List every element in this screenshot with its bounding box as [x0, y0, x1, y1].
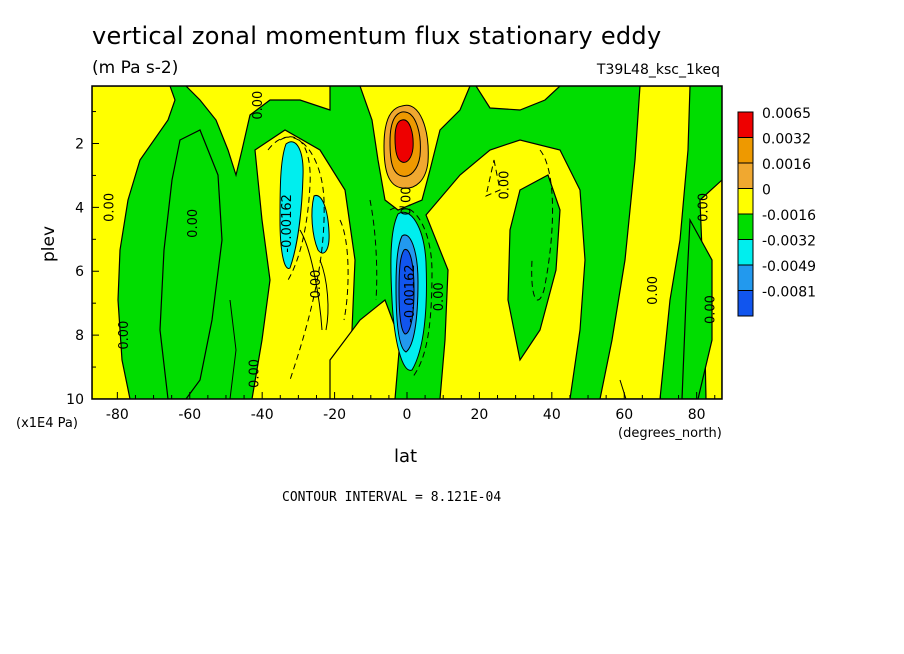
- y-tick-label: 8: [75, 328, 84, 344]
- legend-label: -0.0081: [762, 285, 816, 301]
- legend-swatch: [737, 239, 754, 266]
- dashed-contours: [267, 136, 554, 381]
- contour-interval: CONTOUR INTERVAL = 8.121E-04: [282, 490, 502, 505]
- x-tick-label: 60: [615, 407, 633, 423]
- legend-label: -0.0016: [762, 208, 816, 224]
- contour-label: 0.00: [646, 276, 661, 305]
- chart-units: (m Pa s-2): [92, 58, 179, 78]
- x-tick-label: 0: [403, 407, 412, 423]
- plot-area: [92, 86, 722, 399]
- color-legend: 0.0065 0.0032 0.0016 0 -0.0016 -0.0032 -0.0049…: [737, 106, 816, 317]
- x-axis: -80 -60 -40 -20 0 20 40 60 80: [106, 392, 716, 423]
- x-tick-label: 20: [470, 407, 488, 423]
- chart-title: vertical zonal momentum flux stationary …: [92, 22, 662, 50]
- x-tick-label: 80: [688, 407, 706, 423]
- contour-label: -0.00162: [280, 194, 295, 252]
- legend-swatch: [737, 290, 754, 317]
- legend-label: 0.0016: [762, 157, 811, 173]
- y-tick-label: 2: [75, 136, 84, 152]
- legend-label: 0.0032: [762, 132, 811, 148]
- contour-label: 0.00: [432, 282, 447, 311]
- x-tick-label: -80: [106, 407, 129, 423]
- contour-labels: 0.00 0.00 0.00 -0.00162 0.00 0.00 0.00 0.00 -0.0…: [103, 91, 719, 388]
- negative-small-regions: [159, 129, 713, 399]
- solid-contours: [229, 229, 627, 399]
- contour-label: 0.00: [248, 359, 263, 388]
- contour-label: -0.00162: [403, 264, 418, 322]
- y-axis-units: (x1E4 Pa): [16, 416, 78, 431]
- legend-swatch: [737, 264, 754, 291]
- legend-swatch: [737, 213, 754, 240]
- x-axis-units: (degrees_north): [618, 426, 722, 441]
- legend-label: -0.0049: [762, 259, 816, 275]
- x-tick-label: 40: [543, 407, 561, 423]
- y-tick-label: 10: [66, 392, 84, 408]
- contour-label: 0.00: [117, 321, 132, 350]
- contour-label: 0.00: [186, 209, 201, 238]
- y-tick-label: 6: [75, 264, 84, 280]
- y-axis-label: plev: [39, 226, 59, 262]
- contour-label: 0.00: [400, 187, 415, 216]
- legend-swatch: [737, 111, 754, 138]
- contour-label: 0.00: [251, 91, 266, 120]
- legend-swatch: [737, 137, 754, 164]
- contour-label: 0.00: [103, 193, 118, 222]
- positive-core: [383, 104, 429, 189]
- legend-label: -0.0032: [762, 234, 816, 250]
- legend-swatch: [737, 162, 754, 189]
- contour-label: 0.00: [704, 295, 719, 324]
- contour-label: 0.00: [697, 193, 712, 222]
- x-axis-label: lat: [394, 446, 418, 467]
- x-tick-label: -60: [178, 407, 201, 423]
- contour-label: 0.00: [309, 270, 324, 299]
- y-axis: 2 4 6 8 10: [66, 111, 99, 408]
- x-tick-label: -20: [323, 407, 346, 423]
- y-tick-label: 4: [75, 200, 84, 216]
- legend-swatch: [737, 188, 754, 215]
- legend-label: 0.0065: [762, 106, 811, 122]
- contour-label: 0.00: [497, 171, 512, 200]
- x-tick-label: -40: [251, 407, 274, 423]
- negative-cores: [279, 141, 427, 371]
- legend-label: 0: [762, 183, 771, 199]
- run-label: T39L48_ksc_1keq: [596, 62, 720, 78]
